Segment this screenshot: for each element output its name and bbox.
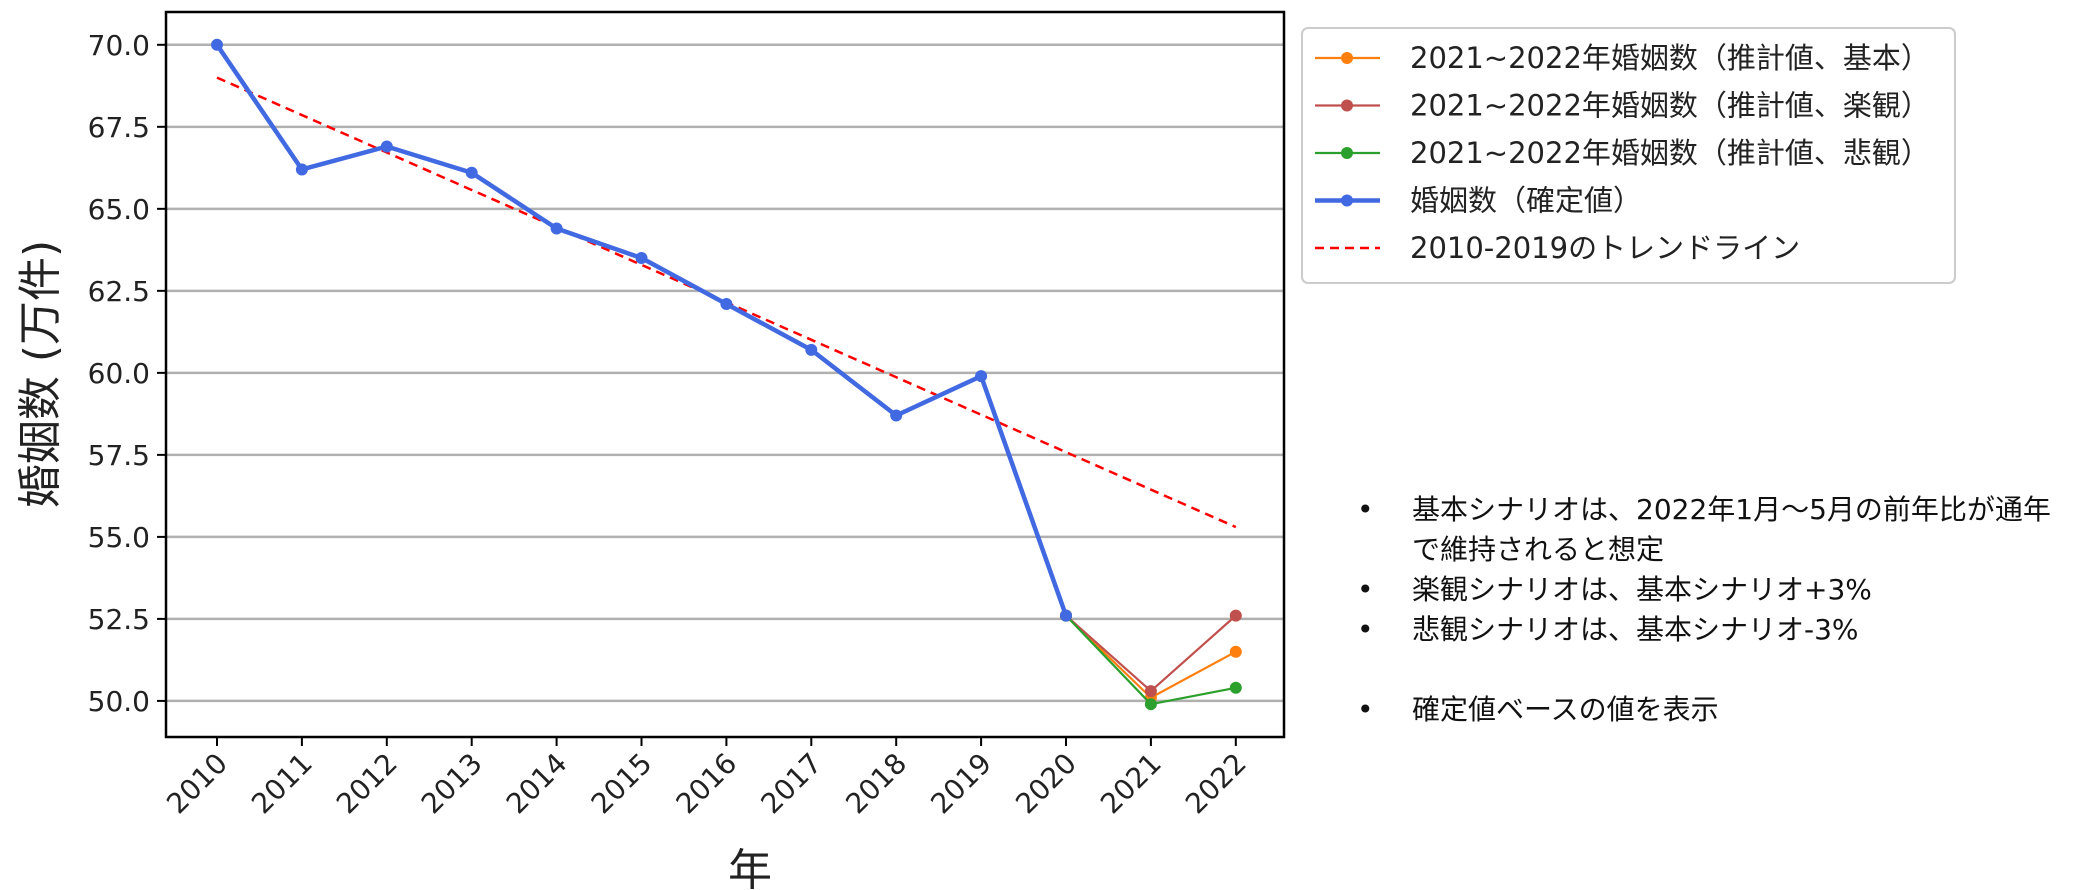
x-tick-label: 2015 xyxy=(585,747,659,821)
legend-label: 2010-2019のトレンドライン xyxy=(1410,231,1800,265)
y-tick-label: 60.0 xyxy=(88,357,150,390)
x-tick-label: 2018 xyxy=(839,747,913,821)
y-axis-label: 婚姻数 (万件) xyxy=(15,240,66,508)
legend-box xyxy=(1301,27,1956,284)
note-item: 確定値ベースの値を表示 xyxy=(1352,690,2072,730)
y-tick-label: 70.0 xyxy=(88,29,150,62)
x-tick-label: 2013 xyxy=(415,747,489,821)
data-point xyxy=(1229,681,1242,694)
legend-swatch-marker xyxy=(1341,52,1353,64)
data-point xyxy=(211,38,223,51)
data-point xyxy=(295,163,308,176)
data-point xyxy=(1060,609,1072,622)
note-item: 楽観シナリオは、基本シナリオ+3% xyxy=(1352,570,2072,610)
x-tick-label: 2020 xyxy=(1009,747,1083,821)
x-tick-label: 2011 xyxy=(245,747,319,821)
legend-label: 2021~2022年婚姻数（推計値、悲観） xyxy=(1410,136,1930,170)
legend-swatch-marker xyxy=(1341,147,1353,159)
data-point xyxy=(1144,698,1157,711)
y-tick-label: 57.5 xyxy=(88,439,150,472)
data-point xyxy=(380,140,393,153)
legend-label: 2021~2022年婚姻数（推計値、楽観） xyxy=(1410,89,1930,123)
grid-lines xyxy=(166,43,1284,703)
x-tick-label: 2016 xyxy=(670,747,744,821)
y-tick-label: 50.0 xyxy=(88,685,150,718)
series-line xyxy=(215,43,1069,617)
y-tick-label: 67.5 xyxy=(88,111,150,144)
x-axis-label: 年 xyxy=(728,845,772,890)
data-point xyxy=(720,297,733,310)
data-point xyxy=(550,222,563,235)
y-axis-ticks: 50.0 52.5 55.0 57.5 60.0 62.5 65.0 67.5 70.0 xyxy=(88,29,166,718)
x-axis-ticks: 2010 2011 2012 2013 2014 2015 2016 2017 2018 2019… xyxy=(160,737,1253,820)
x-tick-label: 2010 xyxy=(160,747,234,821)
x-tick-label: 2017 xyxy=(755,747,829,821)
legend-swatch-marker xyxy=(1341,194,1353,207)
legend-label: 2021~2022年婚姻数（推計値、基本） xyxy=(1410,41,1930,75)
data-point xyxy=(1229,609,1242,622)
x-tick-label: 2021 xyxy=(1094,747,1168,821)
data-point xyxy=(465,166,478,179)
data-point xyxy=(1229,645,1242,658)
legend-swatch-marker xyxy=(1341,99,1353,112)
data-point xyxy=(635,252,648,265)
data-point xyxy=(1144,685,1157,698)
y-tick-label: 65.0 xyxy=(88,193,150,226)
data-point xyxy=(890,409,903,422)
x-tick-label: 2019 xyxy=(924,747,998,821)
series-lines xyxy=(211,38,1242,711)
x-tick-label: 2022 xyxy=(1179,747,1253,821)
data-point xyxy=(975,370,988,383)
note-item: 悲観シナリオは、基本シナリオ-3% xyxy=(1352,610,2072,650)
y-tick-label: 55.0 xyxy=(88,521,150,554)
legend-label: 婚姻数（確定値） xyxy=(1410,184,1642,218)
scenario-notes: 基本シナリオは、2022年1月～5月の前年比が通年で維持されると想定 楽観シナリ… xyxy=(1352,490,2072,730)
x-tick-label: 2014 xyxy=(500,747,574,821)
note-item: 基本シナリオは、2022年1月～5月の前年比が通年で維持されると想定 xyxy=(1352,490,2072,570)
y-tick-label: 62.5 xyxy=(88,275,150,308)
y-tick-label: 52.5 xyxy=(88,603,150,636)
x-tick-label: 2012 xyxy=(330,747,404,821)
series-line xyxy=(1065,614,1237,693)
legend: 2021~2022年婚姻数（推計値、基本） 2021~2022年婚姻数（推計値、楽… xyxy=(1301,27,1956,284)
data-point xyxy=(805,343,818,356)
plot-frame xyxy=(164,10,1286,739)
